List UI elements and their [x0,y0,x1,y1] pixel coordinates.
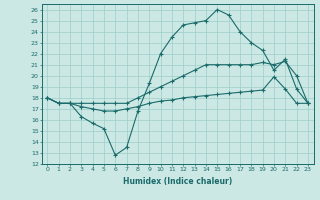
X-axis label: Humidex (Indice chaleur): Humidex (Indice chaleur) [123,177,232,186]
